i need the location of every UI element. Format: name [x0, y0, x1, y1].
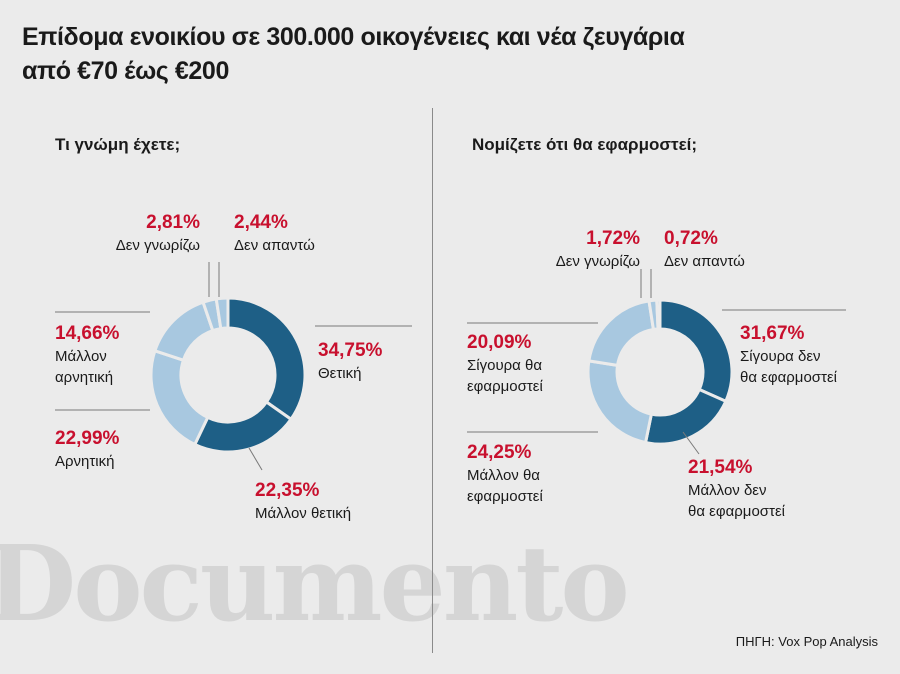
donut-2-category-label-2-line-2: θα εφαρμοστεί	[688, 503, 785, 520]
donut-2-category-label-3: Μάλλον θα εφαρμοστεί	[467, 465, 543, 507]
donut-2-category-label-3-line-1: Μάλλον θα	[467, 467, 540, 484]
source-note: ΠΗΓΗ: Vox Pop Analysis	[735, 634, 878, 649]
donut-2-category-label-6-line-1: Δεν απαντώ	[664, 253, 745, 270]
donut-2-pct-label-6: 0,72%	[664, 228, 718, 249]
donut-1-category-label-4: Μάλλον αρνητική	[55, 346, 113, 388]
donut-1-category-label-3-line-1: Αρνητική	[55, 453, 115, 470]
donut-1-category-label-5: Δεν γνωρίζω	[116, 235, 200, 256]
donut-1-slice-6	[214, 296, 230, 331]
donut-2-category-label-3-line-2: εφαρμοστεί	[467, 488, 543, 505]
leader-lines	[55, 262, 846, 471]
donut-1-category-label-1: Θετική	[318, 363, 361, 384]
donut-2-slice-4	[587, 299, 656, 368]
donut-2-pct-label-2: 21,54%	[688, 457, 753, 478]
chart-2-title: Νομίζετε ότι θα εφαρμοστεί;	[472, 135, 698, 154]
donut-2-category-label-1: Σίγουρα δεν θα εφαρμοστεί	[740, 346, 837, 388]
chart-divider	[432, 108, 433, 653]
donut-1-category-label-4-line-2: αρνητική	[55, 369, 114, 386]
donut-1-pct-label-5: 2,81%	[146, 212, 200, 233]
donut-2-category-label-1-line-1: Σίγουρα δεν	[740, 348, 821, 365]
donut-1-category-label-2-line-1: Μάλλον θετική	[255, 505, 352, 522]
title-line-1: Επίδομα ενοικίου σε 300.000 οικογένειες …	[22, 23, 685, 51]
donut-2-category-label-4: Σίγουρα θα εφαρμοστεί	[467, 355, 543, 397]
donut-1-pct-label-1: 34,75%	[318, 340, 383, 361]
donut-1-pct-label-2: 22,35%	[255, 480, 320, 501]
donut-1-slice-3	[149, 348, 210, 447]
donut-1-slice-4	[153, 300, 215, 363]
donut-chart-2	[586, 298, 734, 446]
donut-1-slice-2	[192, 399, 294, 454]
chart-1-title: Τι γνώμη έχετε;	[55, 135, 181, 154]
donut-1-category-label-6: Δεν απαντώ	[234, 235, 315, 256]
donut-1-pct-label-6: 2,44%	[234, 212, 288, 233]
donut-1-slice-1	[226, 296, 307, 422]
donut-2-category-label-4-line-2: εφαρμοστεί	[467, 378, 543, 395]
donut-1-category-label-2: Μάλλον θετική	[255, 503, 351, 524]
donut-1-pct-label-3: 22,99%	[55, 428, 120, 449]
donut-2-pct-label-1: 31,67%	[740, 323, 805, 344]
title-line-2: από €70 έως €200	[22, 57, 229, 85]
donut-2-category-label-2-line-1: Μάλλον δεν	[688, 482, 767, 499]
donut-1-leader-2	[248, 447, 263, 471]
donut-1-category-label-4-line-1: Μάλλον	[55, 348, 107, 365]
main-title: Επίδομα ενοικίου σε 300.000 οικογένειες …	[22, 20, 685, 88]
donut-2-slice-3	[586, 359, 654, 445]
donut-2-pct-label-3: 24,25%	[467, 442, 532, 463]
donut-2-slice-6	[655, 298, 662, 331]
donut-2-slice-1	[658, 298, 734, 404]
donut-2-category-label-2: Μάλλον δεν θα εφαρμοστεί	[688, 480, 785, 522]
donut-2-category-label-5: Δεν γνωρίζω	[556, 251, 640, 272]
donut-2-category-label-1-line-2: θα εφαρμοστεί	[740, 369, 837, 386]
donut-2-pct-label-5: 1,72%	[586, 228, 640, 249]
watermark-logo: Documento	[0, 522, 630, 645]
donut-1-category-label-1-line-1: Θετική	[318, 365, 362, 382]
donut-2-category-label-5-line-1: Δεν γνωρίζω	[555, 253, 640, 270]
donut-2-leader-2	[682, 431, 700, 455]
donut-2-category-label-6: Δεν απαντώ	[664, 251, 745, 272]
donut-1-category-label-5-line-1: Δεν γνωρίζω	[115, 237, 200, 254]
donut-2-pct-label-4: 20,09%	[467, 332, 532, 353]
donut-1-category-label-3: Αρνητική	[55, 451, 114, 472]
donut-2-category-label-4-line-1: Σίγουρα θα	[467, 357, 543, 374]
donut-1-category-label-6-line-1: Δεν απαντώ	[234, 237, 315, 254]
donut-1-pct-label-4: 14,66%	[55, 323, 120, 344]
donut-chart-1	[149, 296, 307, 454]
